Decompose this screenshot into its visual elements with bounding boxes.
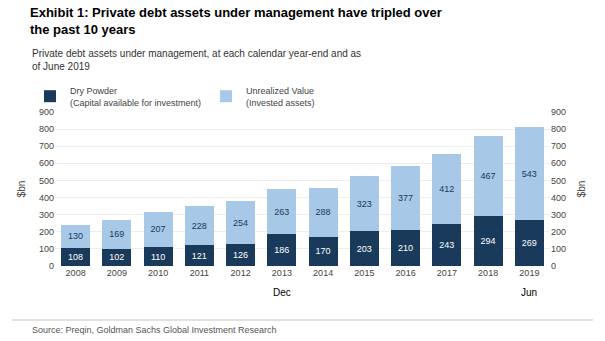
svg-text:2008: 2008	[66, 268, 86, 278]
svg-text:110: 110	[151, 252, 165, 262]
svg-text:412: 412	[439, 184, 454, 194]
svg-text:121: 121	[192, 251, 207, 261]
svg-text:377: 377	[398, 193, 413, 203]
svg-text:500: 500	[39, 176, 54, 186]
svg-text:2011: 2011	[190, 268, 209, 278]
svg-text:600: 600	[39, 158, 54, 168]
svg-text:2015: 2015	[354, 268, 374, 278]
svg-text:Jun: Jun	[521, 287, 537, 298]
svg-text:170: 170	[316, 246, 331, 256]
svg-text:400: 400	[39, 193, 54, 203]
svg-text:800: 800	[551, 124, 566, 134]
svg-text:0: 0	[551, 261, 556, 271]
svg-text:$bn: $bn	[576, 181, 587, 198]
svg-text:700: 700	[39, 141, 54, 151]
svg-text:200: 200	[551, 227, 566, 237]
svg-text:2013: 2013	[272, 268, 292, 278]
svg-text:2014: 2014	[313, 268, 333, 278]
svg-text:269: 269	[522, 238, 537, 248]
svg-text:102: 102	[109, 252, 124, 262]
svg-text:288: 288	[316, 207, 331, 217]
svg-text:228: 228	[192, 221, 207, 231]
svg-text:2017: 2017	[437, 268, 457, 278]
svg-text:186: 186	[274, 245, 289, 255]
svg-text:Private debt assets under mana: Private debt assets under management, at…	[32, 48, 361, 72]
svg-text:2016: 2016	[396, 268, 416, 278]
svg-text:108: 108	[68, 252, 83, 262]
svg-text:210: 210	[398, 243, 413, 253]
svg-text:Source: Preqin, Goldman Sachs: Source: Preqin, Goldman Sachs Global Inv…	[32, 325, 277, 335]
svg-text:600: 600	[551, 158, 566, 168]
svg-text:2009: 2009	[107, 268, 127, 278]
svg-text:467: 467	[481, 171, 496, 181]
svg-text:130: 130	[68, 231, 83, 241]
svg-text:Dec: Dec	[273, 287, 291, 298]
svg-text:543: 543	[522, 169, 537, 179]
svg-text:2012: 2012	[231, 268, 251, 278]
svg-text:254: 254	[233, 218, 248, 228]
svg-text:900: 900	[39, 107, 54, 117]
svg-text:323: 323	[357, 199, 372, 209]
svg-text:0: 0	[49, 261, 54, 271]
svg-text:500: 500	[551, 176, 566, 186]
svg-text:400: 400	[551, 193, 566, 203]
svg-text:100: 100	[551, 244, 566, 254]
svg-text:Dry Powder(Capital available f: Dry Powder(Capital available for investm…	[70, 86, 201, 108]
svg-text:263: 263	[274, 207, 289, 217]
svg-text:700: 700	[551, 141, 566, 151]
svg-text:169: 169	[109, 229, 124, 239]
svg-text:2010: 2010	[148, 268, 168, 278]
svg-text:Unrealized Value(Invested asse: Unrealized Value(Invested assets)	[246, 86, 315, 108]
svg-text:294: 294	[481, 236, 496, 246]
svg-text:2018: 2018	[478, 268, 498, 278]
svg-text:900: 900	[551, 107, 566, 117]
svg-text:243: 243	[439, 240, 454, 250]
svg-text:$bn: $bn	[16, 181, 27, 198]
svg-text:126: 126	[233, 250, 248, 260]
svg-text:300: 300	[551, 210, 566, 220]
svg-text:2019: 2019	[519, 268, 539, 278]
svg-text:207: 207	[151, 224, 166, 234]
svg-text:203: 203	[357, 244, 372, 254]
svg-text:Exhibit 1: Private debt assets: Exhibit 1: Private debt assets under man…	[30, 5, 442, 37]
svg-text:100: 100	[39, 244, 54, 254]
svg-text:200: 200	[39, 227, 54, 237]
svg-text:800: 800	[39, 124, 54, 134]
svg-text:300: 300	[39, 210, 54, 220]
